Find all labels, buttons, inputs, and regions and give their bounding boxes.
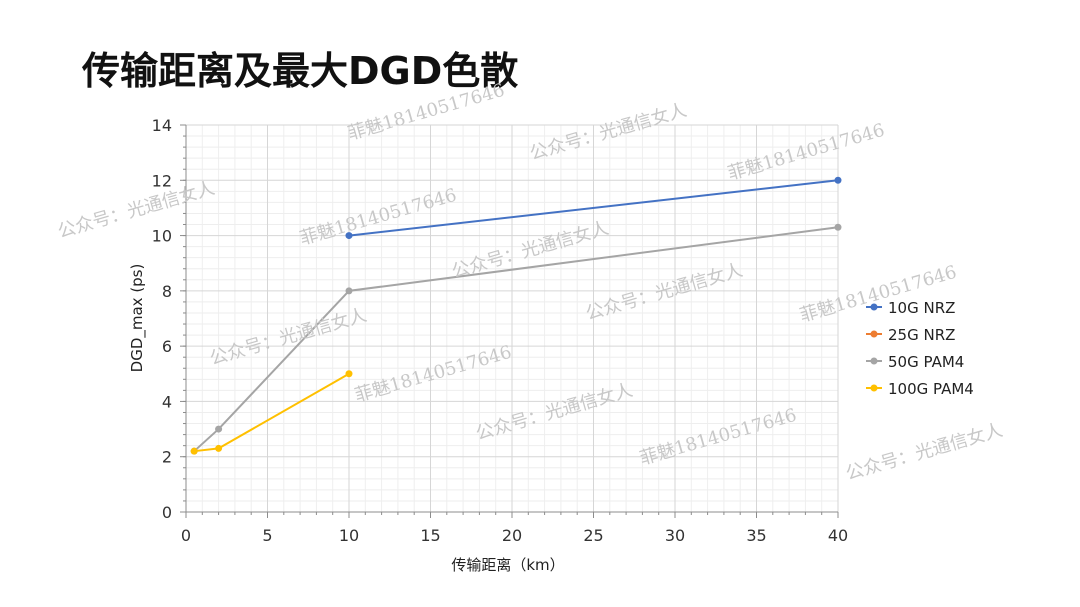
series-line bbox=[348, 179, 839, 237]
y-tick-label: 6 bbox=[162, 337, 172, 356]
legend-label: 100G PAM4 bbox=[888, 380, 974, 398]
x-tick-label: 40 bbox=[828, 526, 848, 545]
y-tick-label: 0 bbox=[162, 503, 172, 522]
y-axis-label: DGD_max (ps) bbox=[128, 264, 147, 373]
legend-label: 25G NRZ bbox=[888, 326, 955, 344]
legend-marker bbox=[870, 303, 878, 311]
series-line bbox=[193, 226, 839, 452]
y-tick-label: 2 bbox=[162, 448, 172, 467]
x-tick-label: 35 bbox=[746, 526, 766, 545]
y-tick-label: 10 bbox=[152, 227, 172, 246]
legend-marker bbox=[870, 357, 878, 365]
x-tick-label: 5 bbox=[262, 526, 272, 545]
series-lines bbox=[190, 176, 842, 455]
data-point bbox=[190, 447, 198, 455]
legend-marker bbox=[870, 384, 878, 392]
x-axis-label: 传输距离（km） bbox=[451, 556, 564, 574]
y-tick-label: 12 bbox=[152, 171, 172, 190]
x-tick-label: 10 bbox=[339, 526, 359, 545]
data-point bbox=[215, 425, 223, 433]
data-point bbox=[345, 370, 353, 378]
chart-axes bbox=[180, 124, 839, 518]
legend: 10G NRZ 25G NRZ 50G PAM4 100G PAM4 bbox=[866, 299, 974, 398]
data-point bbox=[834, 176, 842, 184]
x-tick-label: 20 bbox=[502, 526, 522, 545]
x-tick-label: 30 bbox=[665, 526, 685, 545]
legend-label: 10G NRZ bbox=[888, 299, 955, 317]
legend-marker bbox=[870, 330, 878, 338]
y-tick-label: 14 bbox=[152, 116, 172, 135]
data-point bbox=[215, 444, 223, 452]
y-tick-label: 4 bbox=[162, 392, 172, 411]
x-tick-label: 0 bbox=[181, 526, 191, 545]
page-title: 传输距离及最大DGD色散 bbox=[82, 49, 519, 93]
data-point bbox=[345, 232, 353, 240]
x-tick-label: 15 bbox=[420, 526, 440, 545]
legend-label: 50G PAM4 bbox=[888, 353, 964, 371]
x-tick-label: 25 bbox=[583, 526, 603, 545]
tick-labels: 0 2 4 6 8 10 12 14 0 5 10 15 20 25 30 35 40 bbox=[152, 116, 849, 545]
data-point bbox=[345, 287, 353, 295]
data-point bbox=[834, 223, 842, 231]
y-tick-label: 8 bbox=[162, 282, 172, 301]
